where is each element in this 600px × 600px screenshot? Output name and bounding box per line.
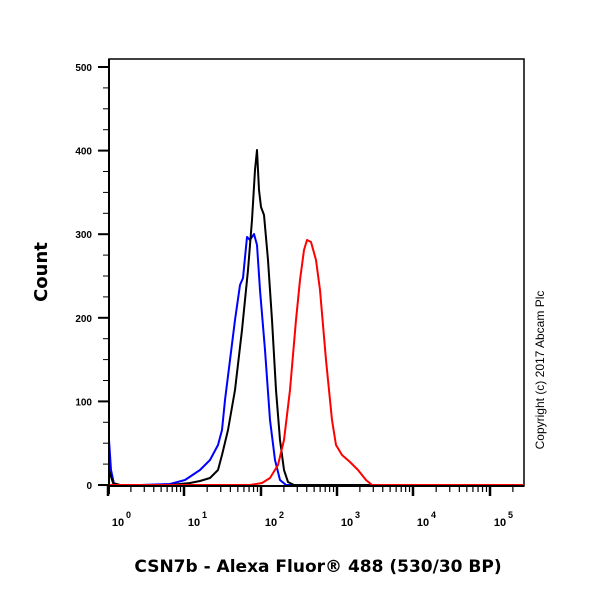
x-tick-exponent: 0 (126, 510, 131, 520)
x-tick-label: 10 (112, 517, 124, 529)
x-axis-title: CSN7b - Alexa Fluor® 488 (530/30 BP) (134, 557, 501, 577)
x-tick-label: 10 (494, 517, 506, 529)
x-tick-label: 10 (417, 517, 429, 529)
y-tick-label: 200 (75, 314, 92, 325)
plot-frame (108, 58, 525, 487)
x-tick-label: 10 (341, 517, 353, 529)
x-tick-exponent: 1 (202, 510, 207, 520)
histogram-curves (108, 149, 524, 486)
black-histogram-curve (108, 149, 524, 486)
x-tick-exponent: 2 (279, 510, 284, 520)
y-tick-label: 400 (75, 147, 92, 158)
x-tick-label: 10 (265, 517, 277, 529)
x-tick-exponent: 5 (508, 510, 513, 520)
x-tick-label: 10 (188, 517, 200, 529)
y-tick-label: 300 (75, 230, 92, 241)
y-axis: 0 100 200 300 400 500 (75, 63, 109, 492)
y-tick-label: 500 (75, 63, 92, 74)
y-axis-title: Count (31, 242, 52, 302)
x-tick-exponent: 4 (431, 510, 436, 520)
x-tick-exponent: 3 (355, 510, 360, 520)
copyright-annotation: Copyright (c) 2017 Abcam Plc (533, 291, 547, 450)
y-tick-label: 0 (86, 481, 92, 492)
red-histogram-curve (109, 239, 524, 486)
y-tick-label: 100 (75, 397, 92, 408)
